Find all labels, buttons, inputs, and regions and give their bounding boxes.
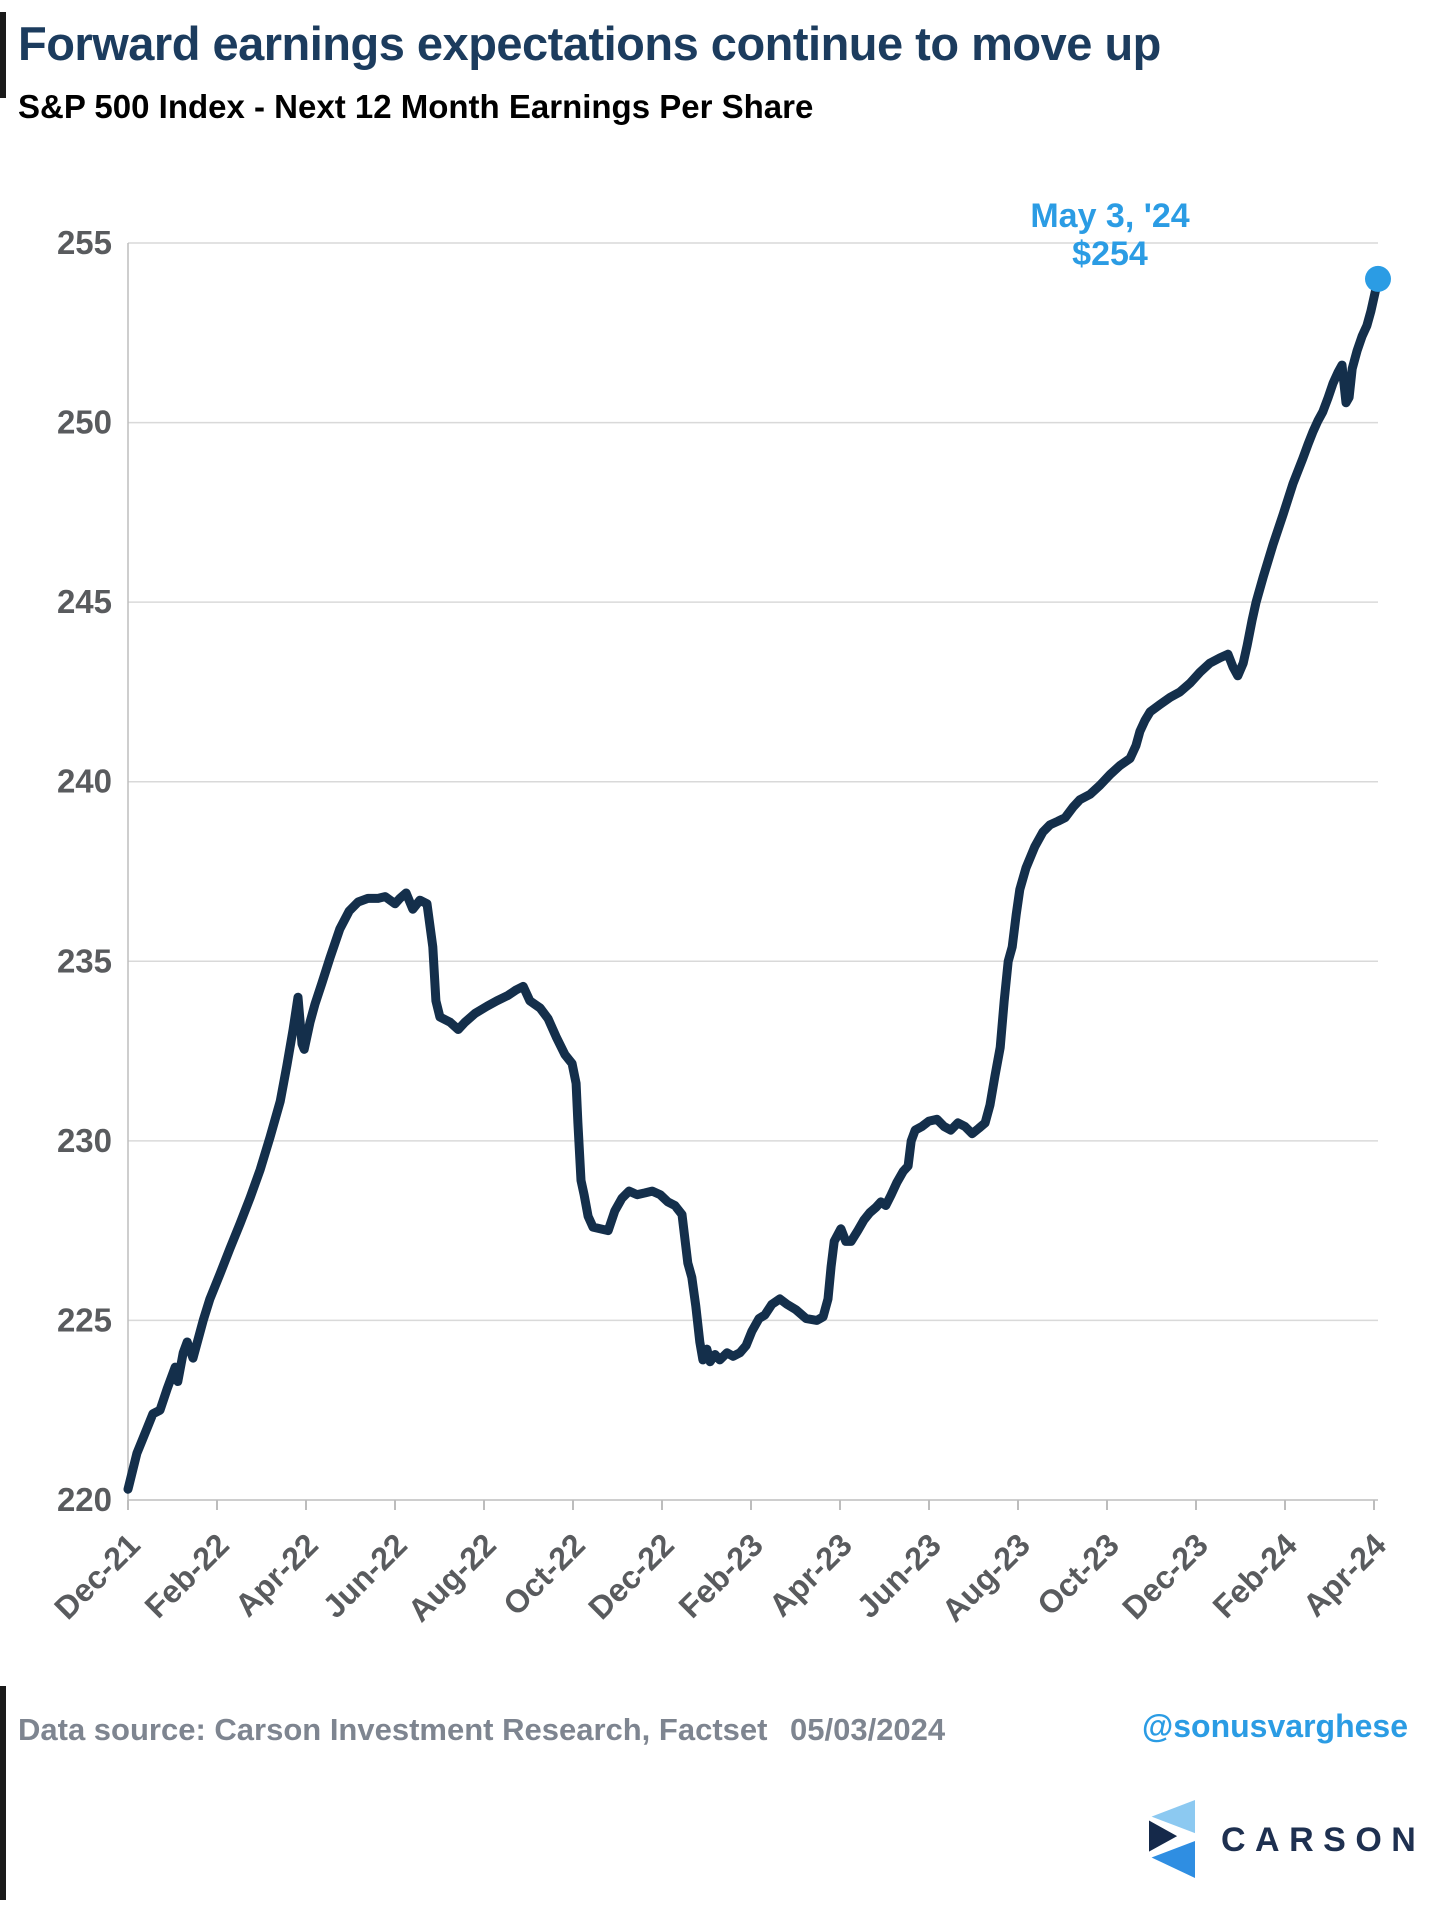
x-tick-label: Jun-23 (850, 1526, 948, 1624)
y-tick-label: 250 (57, 404, 112, 441)
x-tick-label: Dec-21 (47, 1526, 147, 1626)
y-tick-label: 225 (57, 1301, 112, 1338)
data-source-text: Data source: Carson Investment Research,… (18, 1712, 768, 1747)
carson-chevron-icon (1149, 1800, 1195, 1878)
x-tick-label: Aug-23 (935, 1526, 1037, 1628)
logo-light-triangle (1151, 1800, 1195, 1834)
x-tick-label: Apr-24 (1296, 1526, 1393, 1623)
x-tick-label: Feb-24 (1206, 1526, 1305, 1625)
y-tick-label: 220 (57, 1481, 112, 1518)
annotation-value: $254 (1072, 235, 1148, 273)
logo-navy-triangle (1149, 1820, 1178, 1852)
twitter-handle[interactable]: @sonusvarghese (1142, 1708, 1408, 1744)
annotation-date: May 3, '24 (1030, 197, 1189, 235)
footer-date: 05/03/2024 (790, 1712, 946, 1747)
title-accent-bar (0, 12, 6, 98)
x-tick-label: Apr-23 (762, 1526, 859, 1623)
x-tick-label: Feb-23 (672, 1526, 770, 1624)
x-tick-label: Dec-22 (581, 1526, 681, 1626)
footer-accent-bar (0, 1686, 6, 1900)
x-tick-label: Apr-22 (228, 1526, 325, 1623)
page-title: Forward earnings expectations continue t… (18, 17, 1161, 70)
carson-logo: CARSON (1149, 1800, 1419, 1880)
eps-line (123, 274, 1383, 1494)
x-tick-label: Feb-22 (138, 1526, 236, 1624)
y-tick-label: 240 (57, 763, 112, 800)
x-tick-label: Oct-23 (1030, 1526, 1126, 1622)
y-tick-label: 235 (57, 942, 112, 979)
x-tick-label: Oct-22 (496, 1526, 592, 1622)
x-tick-label: Dec-23 (1115, 1526, 1215, 1626)
x-tick-label: Jun-22 (316, 1526, 414, 1624)
logo-blue-triangle (1151, 1840, 1195, 1878)
chart-subtitle: S&P 500 Index - Next 12 Month Earnings P… (18, 88, 814, 125)
carson-wordmark: CARSON (1221, 1821, 1426, 1859)
y-tick-label: 230 (57, 1122, 112, 1159)
latest-point-marker (1365, 265, 1391, 292)
y-tick-label: 255 (57, 224, 112, 261)
x-tick-label: Aug-22 (401, 1526, 503, 1628)
y-tick-label: 245 (57, 583, 112, 620)
